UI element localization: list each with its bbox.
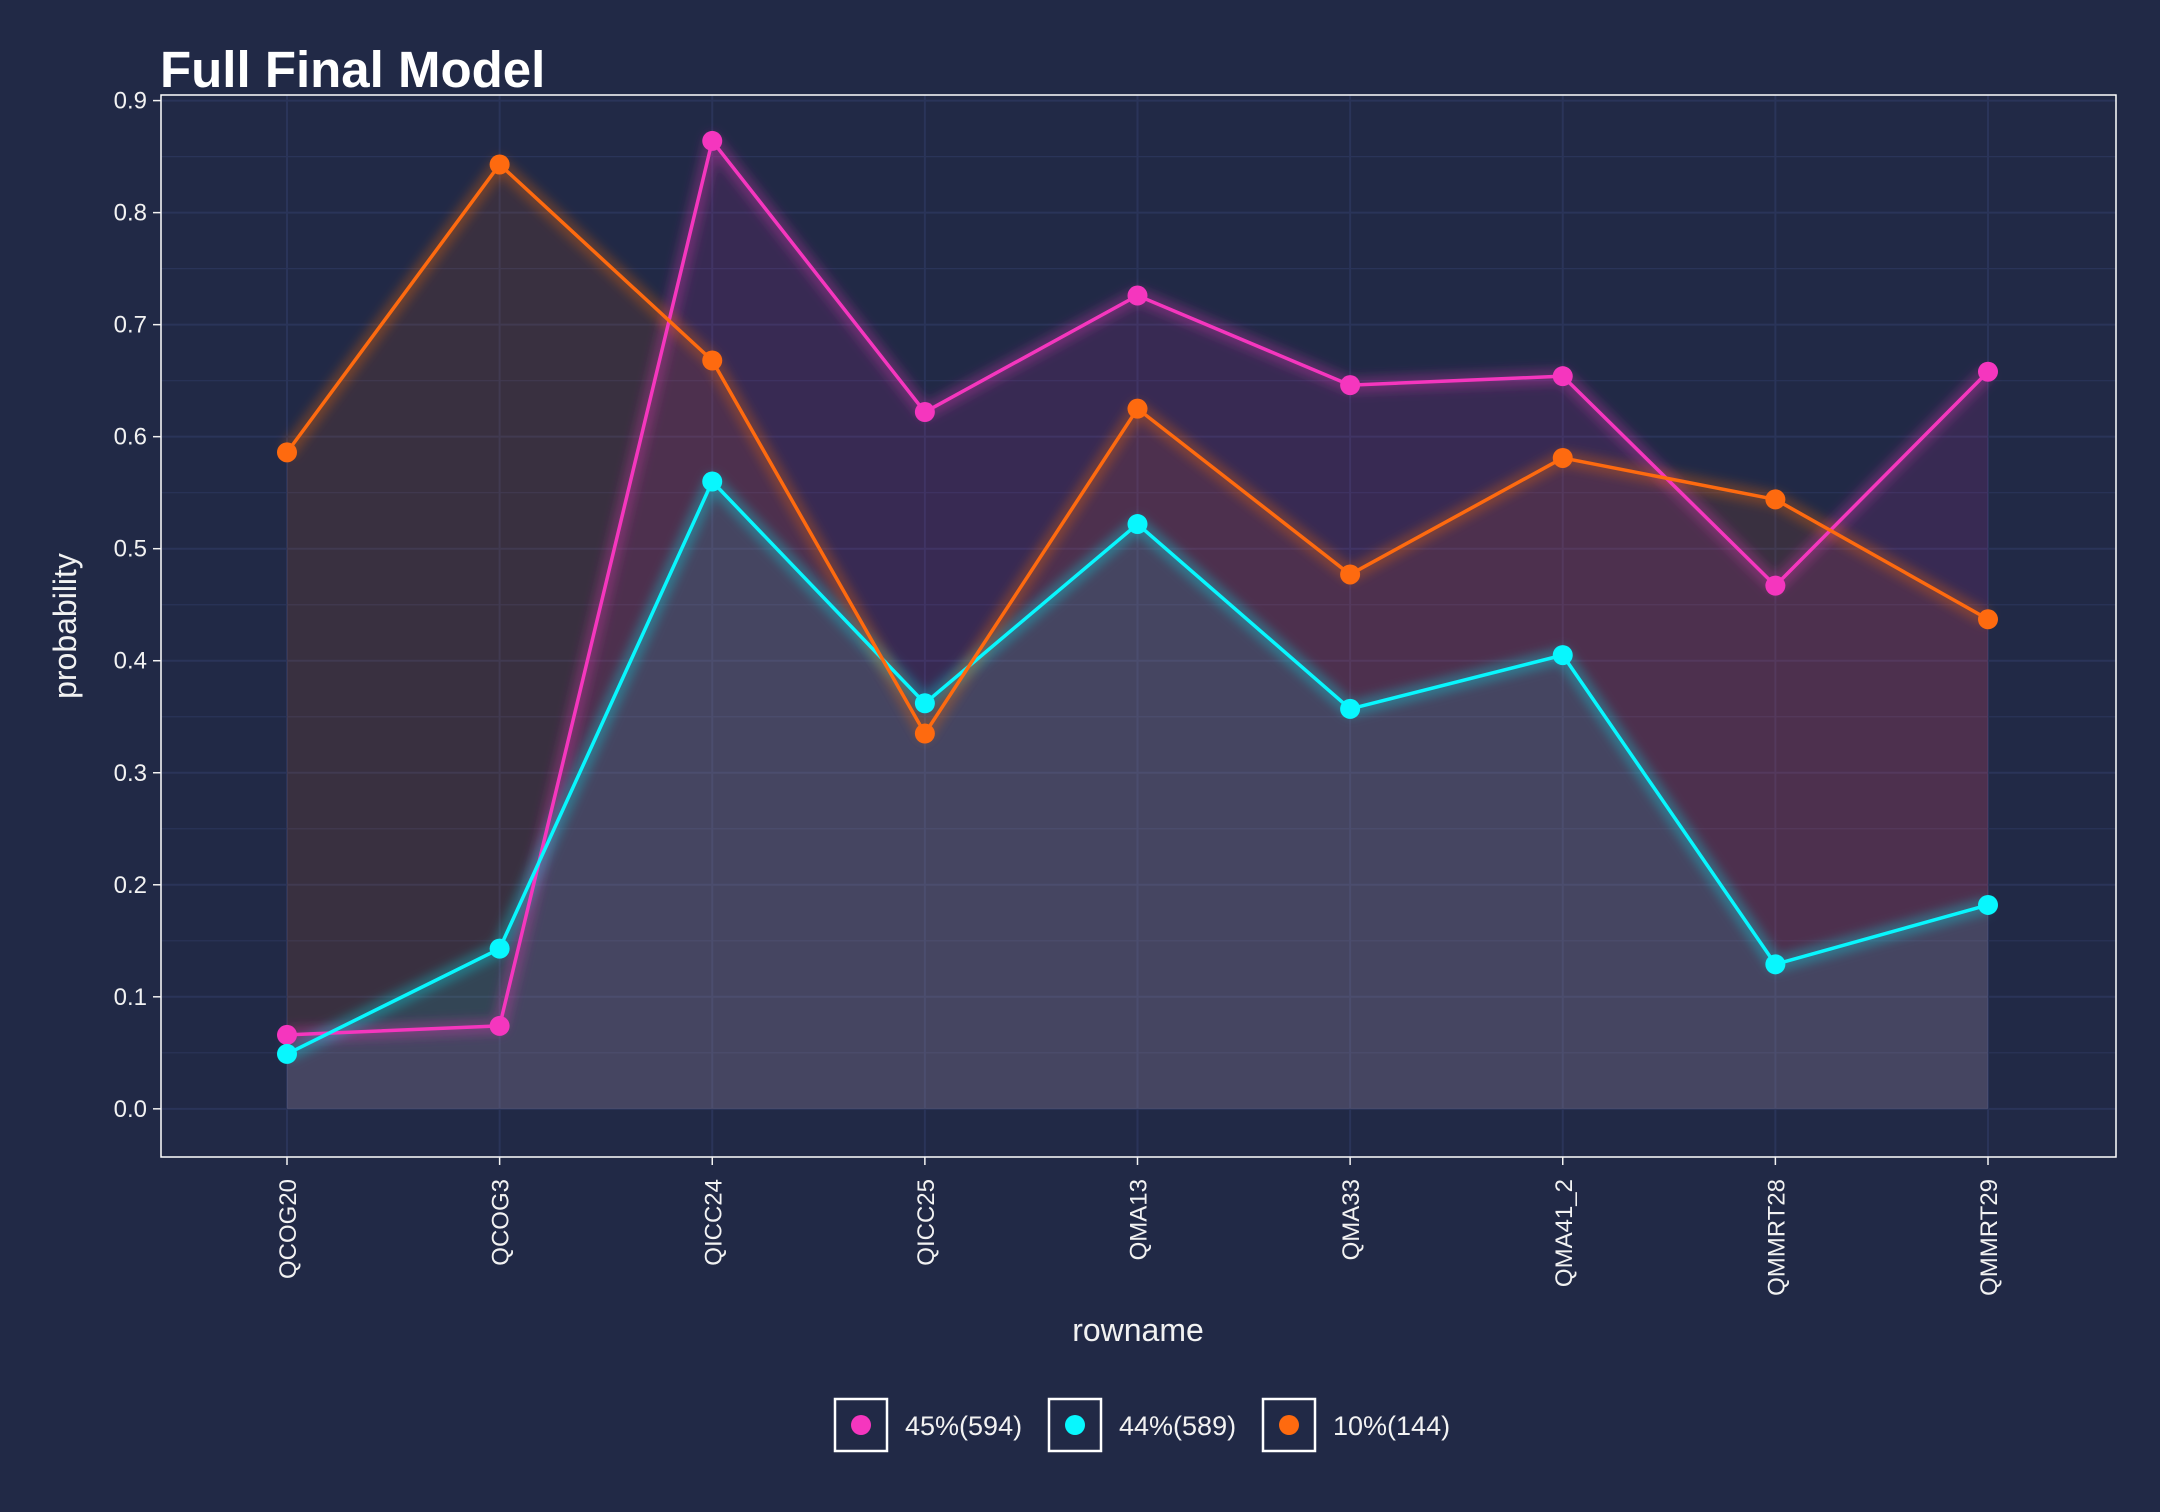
y-tick-label: 0.0: [114, 1096, 147, 1123]
data-point: [1127, 514, 1148, 535]
y-tick-label: 0.1: [114, 984, 147, 1011]
y-axis: 0.0 0.1 0.2 0.3 0.4 0.5 0.6 0.7 0.8 0.9: [114, 88, 161, 1123]
data-point: [277, 1043, 297, 1064]
y-tick-label: 0.3: [114, 760, 147, 787]
data-point: [702, 350, 723, 371]
data-point: [489, 1015, 510, 1036]
data-point: [1765, 489, 1786, 510]
plot-panel-border: [160, 94, 2117, 1158]
y-tick-label: 0.5: [114, 536, 147, 563]
data-point: [277, 442, 297, 463]
x-tick-label: QMMRT28: [1763, 1179, 1790, 1296]
y-tick-label: 0.9: [114, 88, 147, 115]
x-tick-label: QMMRT29: [1976, 1179, 2003, 1296]
y-tick-label: 0.2: [114, 872, 147, 899]
data-point: [1552, 447, 1573, 468]
area-fill-3: [287, 164, 1988, 1109]
data-point: [1552, 645, 1573, 666]
data-point: [1765, 575, 1786, 596]
x-tick-label: QMA33: [1338, 1179, 1365, 1260]
legend-marker: [1279, 1415, 1299, 1435]
data-point: [1340, 564, 1361, 585]
y-tick-label: 0.4: [114, 648, 147, 675]
data-point: [1340, 375, 1361, 396]
data-point: [1978, 894, 1998, 915]
legend-key-box: [1261, 1397, 1317, 1453]
x-tick-label: QMA41_2: [1551, 1179, 1578, 1287]
x-tick-label: QMA13: [1126, 1179, 1153, 1260]
data-point: [914, 723, 935, 744]
legend-marker: [851, 1415, 871, 1435]
area-fill-2: [287, 481, 1988, 1109]
data-point: [1552, 366, 1573, 387]
data-point: [1978, 361, 1998, 382]
data-points: [277, 130, 1998, 1064]
y-tick-label: 0.6: [114, 424, 147, 451]
grid: [161, 95, 2116, 1157]
y-axis-title: probability: [47, 553, 83, 699]
data-point: [702, 471, 723, 492]
x-tick-label: QCOG3: [488, 1179, 515, 1266]
y-tick-label: 0.8: [114, 200, 147, 227]
y-tick-label: 0.7: [114, 312, 147, 339]
data-point: [914, 402, 935, 423]
legend-label: 44%(589): [1119, 1411, 1236, 1441]
x-tick-label: QICC24: [700, 1179, 727, 1266]
x-axis-title: rowname: [1072, 1312, 1204, 1348]
legend-key-box: [1047, 1397, 1103, 1453]
legend-key-box: [833, 1397, 889, 1453]
data-point: [1978, 609, 1998, 630]
data-point: [277, 1024, 297, 1045]
data-point: [489, 938, 510, 959]
data-point: [489, 154, 510, 175]
data-point: [1127, 398, 1148, 419]
x-tick-label: QCOG20: [275, 1179, 302, 1279]
data-point: [1127, 285, 1148, 306]
data-point: [702, 130, 723, 151]
data-point: [1340, 698, 1361, 719]
x-tick-label: QICC25: [913, 1179, 940, 1266]
legend-marker: [1065, 1415, 1085, 1435]
x-axis: QCOG20 QCOG3 QICC24 QICC25 QMA13 QMA33 QMA41_2…: [275, 1157, 2003, 1296]
data-point: [1765, 954, 1786, 975]
data-point: [914, 693, 935, 714]
chart-title: Full Final Model: [160, 41, 545, 98]
legend: 45%(594) 44%(589) 10%(144): [833, 1397, 1450, 1453]
legend-label: 45%(594): [905, 1411, 1022, 1441]
legend-label: 10%(144): [1333, 1411, 1450, 1441]
